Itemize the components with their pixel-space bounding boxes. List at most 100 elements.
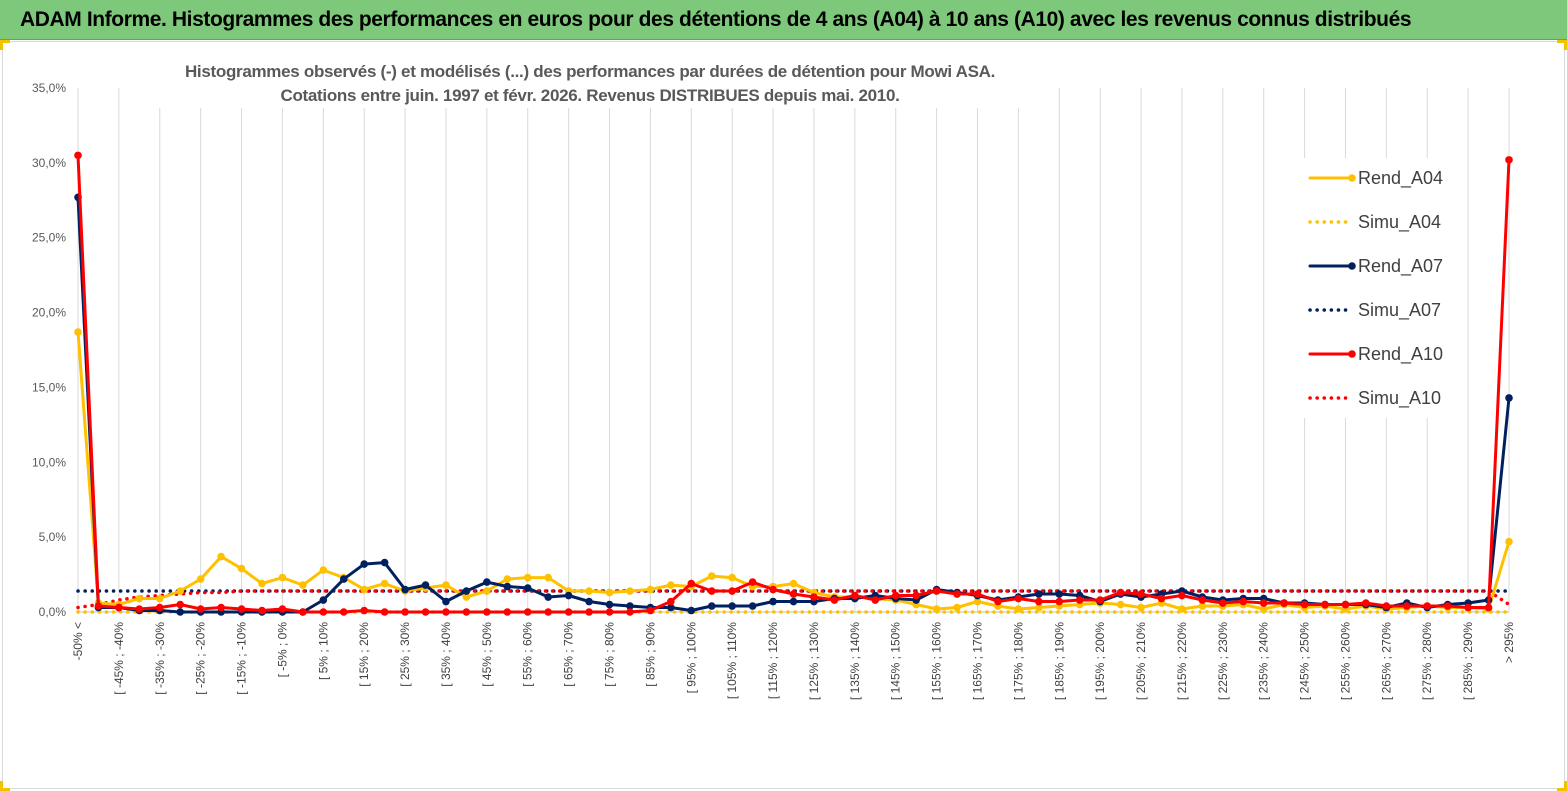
data-point-rend-a07 [401, 585, 409, 594]
data-point-rend-a04 [74, 328, 82, 336]
data-point-rend-a10 [851, 591, 859, 600]
legend-item-rend-a07: Rend_A07 [1306, 254, 1456, 278]
data-point-rend-a04 [319, 566, 328, 574]
data-point-rend-a10 [1484, 603, 1493, 612]
x-tick-label: [ -5% ; 0% [275, 622, 289, 678]
y-tick-label: 10,0% [32, 455, 66, 469]
data-point-rend-a07 [319, 596, 328, 604]
frame-corner-marker [0, 40, 10, 50]
legend-item-simu-a04: Simu_A04 [1306, 210, 1456, 234]
data-point-rend-a07 [564, 591, 573, 600]
x-tick-label: [ 285% ; 290% [1461, 622, 1475, 700]
data-point-rend-a10 [115, 603, 123, 612]
data-point-rend-a07 [339, 575, 348, 583]
data-point-rend-a04 [155, 594, 164, 603]
data-point-rend-a10 [462, 608, 471, 616]
data-point-rend-a04 [1259, 605, 1268, 613]
x-tick-label: [ 165% ; 170% [970, 622, 984, 700]
x-tick-label: [ 15% ; 20% [357, 622, 371, 687]
x-tick-label: [ -45% ; -40% [112, 622, 126, 695]
data-point-rend-a10 [1055, 597, 1064, 606]
data-point-rend-a04 [1035, 603, 1043, 612]
data-point-rend-a04 [196, 575, 205, 583]
frame-corner-marker [1557, 40, 1567, 50]
y-tick-label: 25,0% [32, 231, 66, 245]
legend-item-simu-a07: Simu_A07 [1306, 298, 1456, 322]
y-tick-label: 30,0% [32, 156, 66, 170]
data-point-rend-a10 [728, 587, 736, 595]
data-point-rend-a07 [585, 597, 593, 606]
frame-corner-marker [0, 781, 10, 791]
legend-label: Rend_A04 [1358, 168, 1444, 188]
x-tick-label: > 295% [1502, 622, 1516, 663]
data-point-rend-a10 [503, 608, 512, 616]
data-point-rend-a07 [544, 593, 552, 601]
data-point-rend-a10 [196, 605, 205, 613]
data-point-rend-a10 [74, 151, 82, 160]
data-point-rend-a04 [544, 573, 552, 582]
data-point-rend-a10 [442, 608, 450, 616]
data-point-rend-a10 [155, 603, 164, 612]
data-point-rend-a10 [1321, 600, 1329, 609]
x-tick-label: [ -35% ; -30% [153, 622, 167, 695]
data-point-rend-a10 [871, 596, 880, 604]
data-point-rend-a04 [462, 593, 471, 601]
data-point-rend-a04 [932, 605, 941, 613]
legend-swatch-marker [1348, 262, 1356, 270]
data-point-rend-a10 [1198, 596, 1207, 604]
legend-swatch-rend-a10 [1308, 350, 1356, 358]
series-line-rend-a07 [76, 195, 1511, 614]
data-point-rend-a04 [1116, 600, 1125, 609]
x-tick-label: [ 155% ; 160% [930, 622, 944, 700]
legend-item-rend-a10: Rend_A10 [1306, 342, 1456, 366]
data-point-rend-a10 [994, 597, 1002, 606]
chart-frame [2, 41, 1565, 789]
data-point-rend-a10 [401, 608, 409, 616]
data-point-rend-a07 [483, 578, 491, 586]
chart-title-line1: Histogrammes observés (-) et modélisés (… [184, 62, 996, 81]
data-point-rend-a10 [1464, 603, 1472, 612]
data-point-rend-a10 [912, 591, 920, 600]
data-point-rend-a04 [728, 573, 736, 582]
data-point-rend-a04 [626, 587, 634, 595]
data-point-rend-a10 [483, 608, 491, 616]
data-point-rend-a10 [1096, 596, 1104, 604]
data-point-rend-a04 [667, 581, 675, 589]
data-point-rend-a10 [1157, 594, 1166, 603]
y-tick-label: 0,0% [39, 605, 67, 619]
data-point-rend-a10 [1280, 599, 1288, 607]
data-point-rend-a07 [626, 602, 634, 610]
data-point-rend-a10 [748, 578, 757, 586]
legend-label: Rend_A07 [1358, 256, 1444, 276]
data-point-rend-a07 [176, 608, 185, 616]
data-point-rend-a10 [380, 608, 389, 616]
data-point-rend-a07 [1035, 590, 1043, 598]
legend-item-simu-a10: Simu_A10 [1306, 386, 1456, 410]
x-tick-label: [ 125% ; 130% [807, 622, 821, 700]
data-point-rend-a10 [891, 591, 900, 600]
x-tick-label: [ 255% ; 260% [1338, 622, 1352, 700]
data-point-rend-a10 [646, 606, 655, 615]
data-point-rend-a07 [360, 560, 369, 568]
x-tick-label: [ 235% ; 240% [1257, 622, 1271, 700]
data-point-rend-a10 [1341, 600, 1350, 609]
legend-swatch-simu-a07 [1308, 308, 1354, 312]
x-tick-label: [ -25% ; -20% [194, 622, 208, 695]
x-tick-label: [ 215% ; 220% [1175, 622, 1189, 700]
x-tick-label: [ -15% ; -10% [235, 622, 249, 695]
x-tick-label: [ 175% ; 180% [1011, 622, 1025, 700]
legend-swatch-rend-a07 [1308, 262, 1356, 270]
legend-swatch-marker [1348, 174, 1356, 182]
data-point-rend-a10 [237, 605, 246, 613]
x-tick-label: [ 205% ; 210% [1134, 622, 1148, 700]
legend-swatch-rend-a04 [1308, 174, 1356, 182]
legend-label: Rend_A10 [1358, 344, 1444, 364]
x-tick-label: [ 225% ; 230% [1216, 622, 1230, 700]
data-point-rend-a04 [646, 585, 655, 594]
x-tick-label: [ 105% ; 110% [725, 622, 739, 699]
data-point-rend-a04 [217, 552, 225, 561]
series-line-rend-a10 [76, 153, 1511, 614]
x-tick-label: [ 55% ; 60% [521, 622, 535, 687]
legend-swatch-simu-a10 [1308, 396, 1354, 400]
